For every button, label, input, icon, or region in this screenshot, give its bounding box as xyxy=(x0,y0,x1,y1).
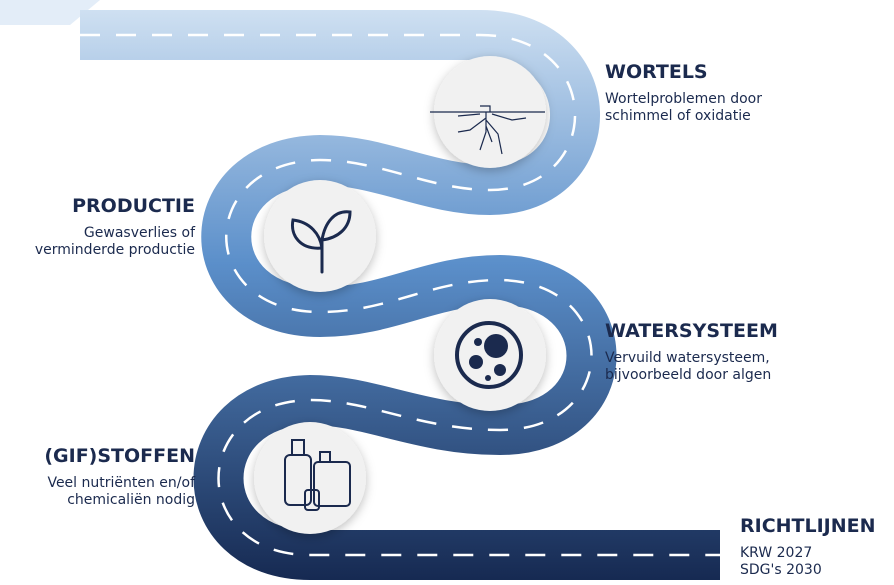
step-description: Wortelproblemen door xyxy=(605,91,762,107)
step-description: verminderde productie xyxy=(35,242,195,258)
step-description: SDG's 2030 xyxy=(740,562,822,578)
icon-circle xyxy=(264,180,376,292)
roots-icon xyxy=(430,105,545,155)
step-description: KRW 2027 xyxy=(740,545,812,561)
step-title: WORTELS xyxy=(605,61,708,83)
step-title: WATERSYSTEEM xyxy=(605,320,778,342)
step-description: bijvoorbeeld door algen xyxy=(605,367,771,383)
water-icon xyxy=(455,321,523,389)
road-dashes xyxy=(80,33,720,557)
step-description: Gewasverlies of xyxy=(84,225,196,241)
chemicals-icon xyxy=(284,439,351,511)
step-description: schimmel of oxidatie xyxy=(605,108,751,124)
sprout-icon xyxy=(290,210,352,274)
corner-shape xyxy=(0,0,100,25)
step-title: RICHTLIJNEN xyxy=(740,515,876,537)
step-description: Veel nutriënten en/of xyxy=(47,475,196,491)
step-title: (GIF)STOFFEN xyxy=(44,445,195,467)
step-description: Vervuild watersysteem, xyxy=(605,350,770,366)
step-description: chemicaliën nodig xyxy=(67,492,195,508)
step-title: PRODUCTIE xyxy=(72,195,195,217)
